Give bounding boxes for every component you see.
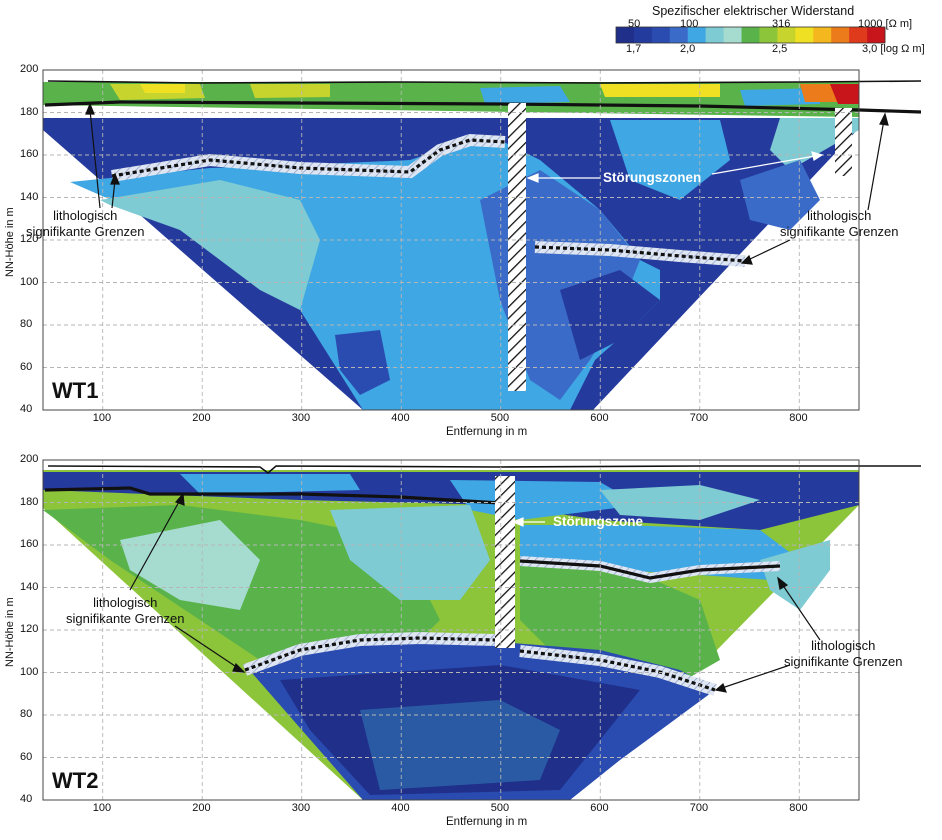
y-tick-label: 60 — [20, 750, 33, 763]
wt2-litho-boundary-2 — [519, 649, 716, 692]
y-tick-label: 140 — [20, 580, 39, 593]
legend-top-label: 100 — [680, 18, 699, 30]
y-tick-label: 120 — [20, 623, 39, 635]
legend-bottom-label: 2,0 — [680, 43, 696, 55]
wt2-boundary-line-1 — [44, 486, 501, 505]
y-tick-label: 120 — [20, 233, 39, 245]
legend-bottom-label: 3,0 [log Ω m] — [862, 43, 925, 55]
legend-swatch — [669, 27, 689, 43]
plot-frame — [42, 69, 860, 411]
legend-title: Spezifischer elektrischer Widerstand — [652, 4, 855, 18]
legend-swatch — [741, 27, 760, 43]
wt1-annotation-litho-left: lithologisch signifikante Grenzen — [26, 208, 145, 239]
x-tick-label: 600 — [590, 802, 609, 814]
wt2-panel — [42, 459, 921, 801]
plot-frame — [42, 459, 860, 801]
legend-swatch — [633, 27, 653, 43]
legend-swatch — [795, 27, 814, 43]
legend-swatch — [687, 27, 706, 43]
wt2-x-axis-label: Entfernung in m — [446, 816, 528, 828]
legend-bottom-label: 2,5 — [772, 43, 788, 55]
legend-swatch — [813, 27, 832, 43]
y-tick-label: 100 — [20, 275, 39, 288]
legend-bottom-label: 1,7 — [626, 43, 642, 55]
wt2-surface-line — [47, 465, 921, 475]
x-tick-label: 200 — [192, 412, 211, 424]
x-tick-label: 400 — [391, 802, 410, 814]
legend-top-label: 1000 [Ω m] — [858, 18, 913, 30]
legend-swatch — [867, 27, 886, 43]
x-tick-label: 500 — [490, 802, 510, 814]
wt2-fault-zone — [495, 476, 515, 648]
wt2-annotation-fault: Störungszone — [553, 514, 643, 529]
legend-top-label: 50 — [628, 18, 641, 30]
legend-swatch — [651, 27, 671, 43]
wt2-axes — [42, 459, 860, 801]
x-tick-label: 100 — [92, 802, 112, 814]
y-tick-label: 100 — [20, 665, 39, 678]
wt2-boundary-line-2 — [519, 559, 781, 580]
y-tick-label: 160 — [20, 538, 39, 550]
y-tick-label: 80 — [20, 318, 33, 330]
wt1-axes — [42, 69, 860, 411]
legend-swatch — [723, 27, 742, 43]
legend-swatch — [616, 27, 635, 43]
x-tick-label: 300 — [291, 412, 311, 424]
x-tick-label: 400 — [391, 412, 410, 424]
wt2-annotation-litho-right: lithologisch signifikante Grenzen — [784, 638, 903, 669]
y-tick-label: 140 — [20, 190, 39, 203]
legend-swatch — [849, 27, 868, 43]
y-tick-label: 160 — [20, 148, 39, 160]
y-tick-label: 80 — [20, 708, 33, 720]
x-tick-label: 300 — [291, 802, 311, 814]
wt2-y-axis-label: NN-Höhe in m — [4, 597, 16, 667]
wt1-litho-boundary-2 — [534, 245, 746, 263]
wt1-label: WT1 — [52, 378, 99, 403]
y-tick-label: 40 — [20, 403, 33, 415]
x-tick-label: 600 — [590, 412, 609, 424]
wt1-fault-zone-1 — [508, 103, 526, 391]
annotation-arrows — [85, 102, 889, 693]
y-tick-label: 180 — [20, 105, 39, 118]
x-tick-label: 200 — [192, 802, 211, 814]
wt2-label: WT2 — [52, 768, 99, 793]
y-tick-label: 180 — [20, 495, 39, 508]
wt1-surface-line — [47, 80, 922, 84]
y-tick-label: 40 — [20, 793, 33, 805]
x-tick-label: 800 — [789, 802, 808, 814]
wt1-fault-zone-2 — [835, 108, 852, 176]
legend-top-label: 316 — [772, 18, 791, 30]
wt2-annotation-litho-left: lithologisch signifikante Grenzen — [66, 595, 185, 626]
wt1-annotation-litho-right: lithologisch signifikante Grenzen — [780, 208, 899, 239]
x-tick-label: 700 — [689, 802, 709, 814]
wt1-litho-boundary-1 — [111, 138, 506, 178]
legend-swatch — [831, 27, 850, 43]
legend-color-bar — [615, 26, 886, 44]
wt1-x-axis-label: Entfernung in m — [446, 426, 528, 438]
y-tick-label: 200 — [20, 453, 39, 465]
wt1-boundary-line — [44, 100, 922, 114]
legend-swatch — [759, 27, 778, 43]
y-tick-label: 200 — [20, 63, 39, 75]
wt1-annotation-faults: Störungszonen — [603, 170, 702, 185]
x-tick-label: 500 — [490, 412, 510, 424]
legend-swatch — [705, 27, 724, 43]
x-tick-label: 100 — [92, 412, 112, 424]
wt1-grid — [43, 70, 859, 410]
wt2-litho-boundary-1 — [244, 636, 496, 672]
y-tick-label: 60 — [20, 360, 33, 373]
x-tick-label: 700 — [689, 412, 709, 424]
legend-swatch — [777, 27, 796, 43]
x-tick-label: 800 — [789, 412, 808, 424]
wt1-y-axis-label: NN-Höhe in m — [4, 207, 16, 277]
